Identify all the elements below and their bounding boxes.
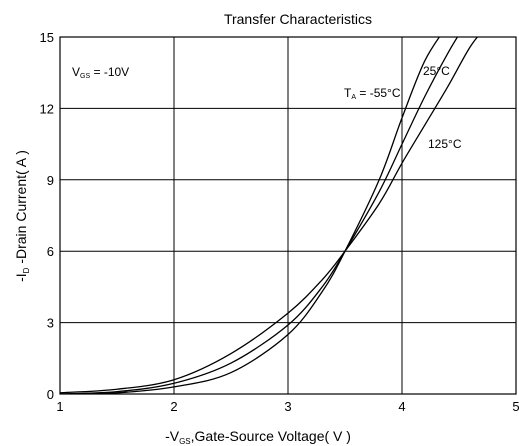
curves — [60, 37, 479, 394]
y-tick-label-5: 15 — [40, 30, 54, 45]
plot-frame — [59, 36, 517, 395]
y-axis-label: -ID -Drain Current( A ) — [13, 150, 31, 282]
x-axis-label-sub: GS — [179, 437, 191, 446]
x-tick-labels: 1 2 3 4 5 — [56, 399, 519, 414]
vgs-label-rest: = -10V — [90, 65, 129, 79]
y-axis-label-rest: -Drain Current( A ) — [13, 150, 29, 267]
x-tick-label-4: 5 — [512, 399, 519, 414]
curve-25c — [60, 37, 459, 394]
x-tick-label-3: 4 — [398, 399, 405, 414]
series-label-m55c-main: T — [344, 86, 352, 100]
y-tick-label-3: 9 — [47, 173, 54, 188]
x-axis-label: -VGS,Gate-Source Voltage( V ) — [165, 428, 351, 446]
y-tick-label-0: 0 — [47, 387, 54, 402]
series-label-m55c: TA = -55°C — [344, 86, 401, 101]
y-tick-label-1: 3 — [47, 316, 54, 331]
chart-title: Transfer Characteristics — [224, 11, 372, 27]
x-tick-label-0: 1 — [56, 399, 63, 414]
curve-125c — [60, 37, 479, 394]
y-axis-label-main: -I — [13, 273, 29, 282]
x-tick-label-2: 3 — [284, 399, 291, 414]
x-axis-label-main: -V — [165, 428, 180, 444]
curve-m55c — [60, 37, 441, 394]
y-axis-label-sub: D — [22, 267, 31, 273]
series-label-25c: 25°C — [423, 64, 450, 78]
grid — [59, 36, 517, 395]
x-axis-label-rest: ,Gate-Source Voltage( V ) — [191, 428, 351, 444]
vgs-label-sub: GS — [80, 73, 90, 80]
series-label-125c: 125°C — [428, 137, 462, 151]
series-label-m55c-rest: = -55°C — [356, 86, 401, 100]
vgs-label-main: V — [72, 65, 80, 79]
vgs-condition-label: VGS = -10V — [72, 65, 129, 80]
series-label-m55c-sub: A — [351, 94, 356, 101]
y-tick-label-2: 6 — [47, 244, 54, 259]
x-tick-label-1: 2 — [170, 399, 177, 414]
y-tick-label-4: 12 — [40, 101, 54, 116]
y-tick-labels: 0 3 6 9 12 15 — [40, 30, 54, 402]
